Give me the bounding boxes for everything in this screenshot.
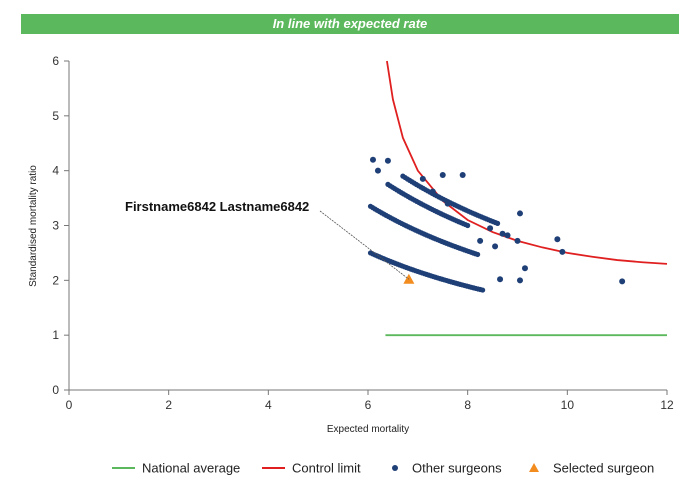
legend-label: Other surgeons: [412, 461, 502, 476]
scatter-point: [465, 222, 471, 229]
scatter-point: [419, 175, 426, 182]
selected-surgeon-legend-swatch: [529, 463, 539, 472]
other-surgeons-legend-swatch: [392, 465, 398, 471]
y-tick-label: 5: [52, 109, 59, 123]
scatter-point: [475, 251, 481, 258]
scatter-point: [499, 230, 506, 237]
legend-label: National average: [142, 461, 240, 476]
x-tick-label: 10: [561, 398, 575, 412]
scatter-point: [374, 167, 381, 174]
scatter-point: [516, 277, 523, 284]
scatter-point: [559, 248, 566, 255]
scatter-point: [494, 220, 501, 226]
y-tick-label: 6: [52, 54, 59, 68]
scatter-point: [444, 200, 451, 207]
scatter-point: [487, 225, 494, 232]
scatter-point: [554, 236, 561, 243]
scatter-point: [439, 172, 446, 179]
legend: National average Control limit Other surge…: [112, 461, 654, 476]
x-axis-title: Expected mortality: [327, 424, 409, 435]
scatter-point: [516, 210, 523, 217]
annotation-label: Firstname6842 Lastname6842: [125, 199, 309, 214]
x-tick-label: 8: [464, 398, 471, 412]
scatter-point: [497, 276, 504, 283]
x-tick-label: 2: [165, 398, 172, 412]
scatter-point: [480, 287, 486, 293]
scatter-point: [619, 278, 626, 285]
chart-marks: [367, 60, 668, 337]
scatter-point: [384, 157, 391, 164]
scatter-point: [459, 172, 466, 179]
annotation-leader-line: [319, 210, 410, 280]
y-tick-label: 2: [52, 273, 59, 287]
y-tick-label: 1: [52, 328, 59, 342]
x-tick-label: 6: [365, 398, 372, 412]
x-tick-label: 12: [660, 398, 674, 412]
legend-label: Control limit: [292, 461, 361, 476]
y-axis-title: Standardised mortality ratio: [28, 165, 39, 287]
scatter-point: [492, 243, 499, 250]
x-tick-label: 4: [265, 398, 272, 412]
scatter-point: [369, 156, 376, 163]
x-tick-label: 0: [66, 398, 73, 412]
scatter-point: [521, 265, 528, 272]
scatter-point: [514, 237, 521, 244]
scatter-point: [477, 237, 484, 244]
scatter-point: [504, 232, 511, 239]
annotation: Firstname6842 Lastname6842: [125, 199, 410, 280]
legend-label: Selected surgeon: [553, 461, 654, 476]
y-tick-label: 0: [52, 383, 59, 397]
y-tick-label: 4: [52, 164, 59, 178]
status-banner: In line with expected rate: [21, 14, 679, 34]
y-tick-label: 3: [52, 219, 59, 233]
scatter-point: [429, 188, 436, 195]
